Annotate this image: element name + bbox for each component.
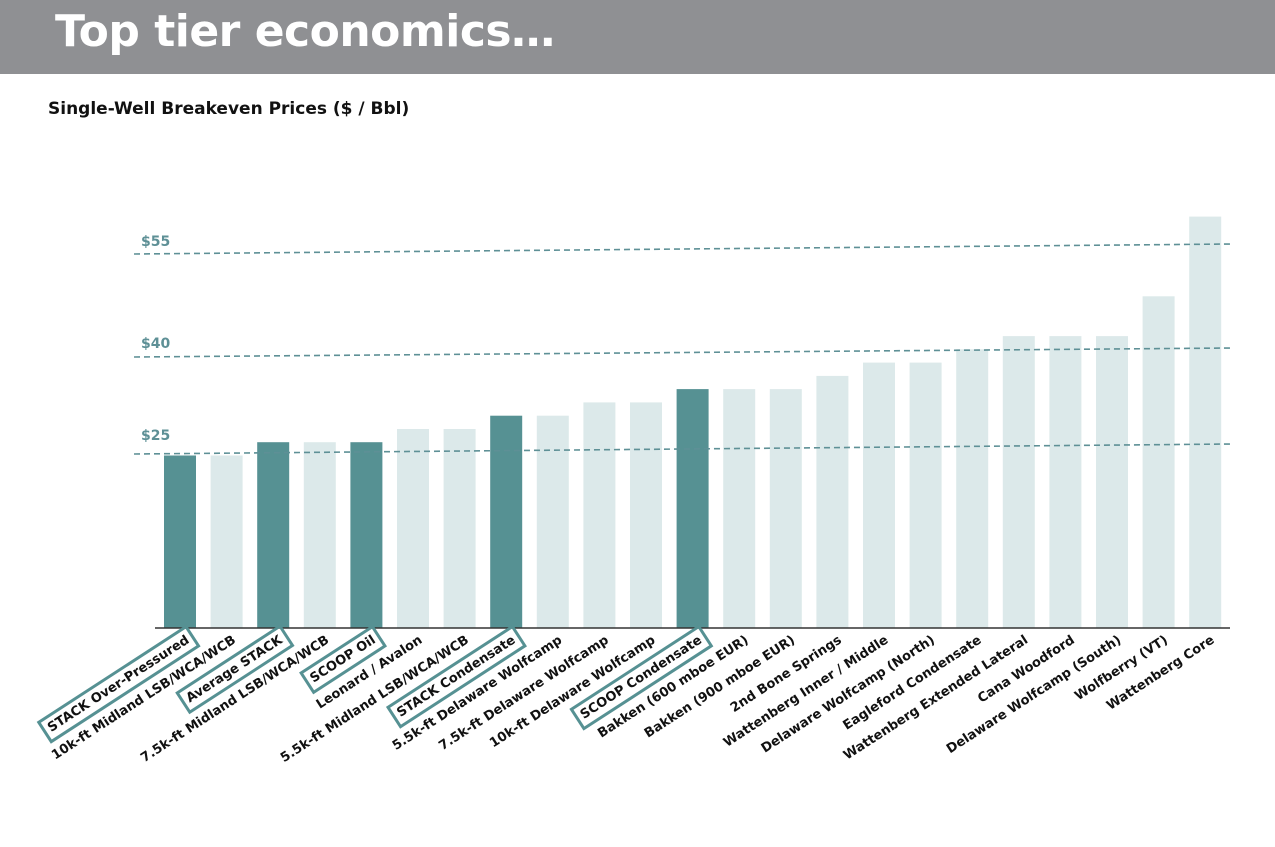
highlight-label-box: [299, 624, 388, 695]
reference-line: [133, 243, 1233, 255]
page-title: Top tier economics…: [55, 6, 555, 57]
bar: [443, 429, 476, 628]
bar: [350, 442, 383, 628]
bar: [769, 389, 802, 628]
bar: [676, 389, 709, 628]
bar: [1002, 336, 1035, 628]
bar: [1049, 336, 1082, 628]
bar: [630, 402, 662, 628]
bar: [1096, 336, 1128, 628]
highlight-label-box: [569, 624, 714, 731]
bar: [210, 455, 243, 628]
bar: [956, 349, 989, 628]
bar: [816, 375, 849, 628]
highlight-label-box: [175, 624, 295, 715]
reference-label: $25: [141, 428, 170, 444]
bar: [164, 455, 196, 628]
highlight-label-box: [385, 624, 527, 729]
bar: [1189, 216, 1222, 628]
header-bar: Top tier economics…: [0, 0, 1275, 74]
bar: [1142, 296, 1175, 628]
bar: [863, 362, 895, 628]
bar: [583, 402, 616, 628]
highlight-label-box: [36, 624, 201, 744]
bar: [536, 415, 569, 628]
bar: [397, 429, 429, 628]
bar: [723, 389, 756, 628]
chart-title: Single-Well Breakeven Prices ($ / Bbl): [48, 99, 410, 119]
reference-line: [133, 443, 1233, 455]
bar: [909, 362, 942, 628]
reference-label: $40: [141, 336, 170, 352]
bar: [490, 415, 523, 628]
reference-line: [133, 347, 1233, 358]
bar: [303, 442, 336, 628]
reference-label: $55: [141, 234, 170, 250]
bar: [257, 442, 290, 628]
